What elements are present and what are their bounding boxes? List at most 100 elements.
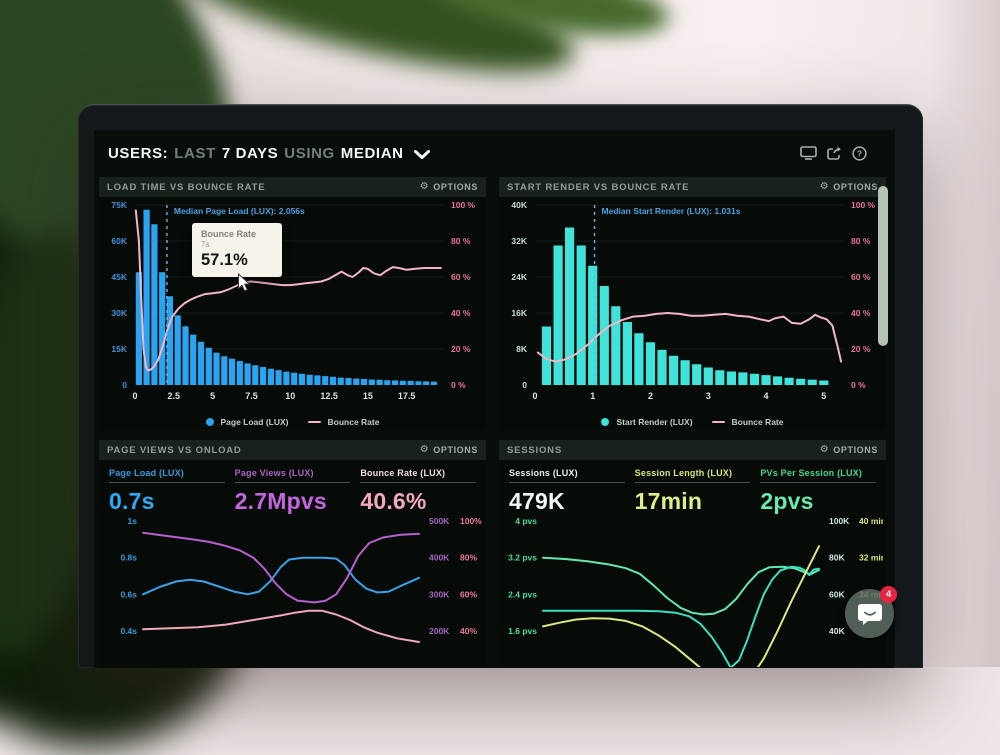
- tick-label: 0 %: [451, 380, 466, 390]
- share-icon[interactable]: [827, 146, 842, 160]
- tick-label: 8K: [516, 344, 528, 354]
- tick-label: 45K: [111, 272, 127, 282]
- bar: [773, 376, 783, 385]
- bar: [174, 315, 181, 385]
- bar: [749, 373, 760, 386]
- bar: [715, 370, 725, 385]
- bar: [197, 341, 205, 385]
- bar: [541, 326, 552, 385]
- tick-label: 40%: [460, 626, 477, 636]
- sessions-chart: 4 pvs 3.2 pvs 2.4 pvs 1.6 pvs 100K 80K 60K 40K 4…: [508, 517, 883, 667]
- laptop: USERS: LAST 7 DAYS USING MEDIAN ? LOAD T…: [78, 104, 923, 668]
- tick-label: 80%: [460, 553, 477, 563]
- scrollbar-thumb[interactable]: [878, 186, 888, 346]
- bar: [726, 371, 736, 385]
- tick-label: 32 min: [859, 553, 883, 563]
- bar: [236, 361, 243, 385]
- tick-label: 20 %: [851, 344, 871, 354]
- x-tick-label: 17.5: [398, 391, 416, 401]
- bar: [329, 376, 337, 385]
- panel-start-render: START RENDER VS BOUNCE RATE ⚙ OPTIONS Me…: [499, 177, 886, 430]
- bar: [260, 367, 267, 385]
- panel-grid: LOAD TIME VS BOUNCE RATE ⚙ OPTIONS Media…: [99, 177, 886, 667]
- bar: [345, 378, 352, 385]
- load-time-chart: Median Page Load (LUX): 2.056s 75K 60K 45K 3…: [111, 200, 475, 401]
- title-users: USERS:: [108, 144, 169, 162]
- dashboard-header: USERS: LAST 7 DAYS USING MEDIAN ?: [94, 130, 895, 176]
- chat-button[interactable]: 4: [845, 586, 897, 638]
- legend-label: Start Render (LUX): [616, 417, 693, 427]
- bounce-rate-line: [134, 209, 442, 372]
- page-title[interactable]: USERS: LAST 7 DAYS USING MEDIAN: [108, 145, 430, 162]
- tick-label: 40K: [511, 200, 527, 210]
- tick-label: 40 min: [859, 517, 883, 526]
- options-button[interactable]: ⚙ OPTIONS: [419, 444, 478, 456]
- tick-label: 0.8s: [120, 553, 137, 563]
- metric-row: Sessions (LUX) 479K Session Length (LUX)…: [499, 460, 886, 517]
- options-button[interactable]: ⚙ OPTIONS: [819, 181, 878, 193]
- bar: [645, 342, 656, 386]
- tick-label: 100%: [460, 517, 482, 526]
- bar: [796, 378, 806, 385]
- tick-label: 60K: [111, 236, 127, 246]
- panel-title: PAGE VIEWS VS ONLOAD: [107, 444, 242, 456]
- bar: [657, 349, 667, 385]
- chevron-down-icon[interactable]: [413, 149, 430, 159]
- metric-page-views: Page Views (LUX) 2.7Mpvs: [234, 468, 351, 515]
- bar: [622, 322, 632, 385]
- start-render-chart: Median Start Render (LUX): 1.031s 40K 32K 2…: [511, 200, 875, 401]
- bar: [291, 372, 298, 385]
- bar: [267, 368, 274, 385]
- chat-bubble-icon: [857, 603, 882, 625]
- tick-label: 32K: [511, 236, 527, 246]
- tick-label: 60 %: [451, 272, 471, 282]
- tick-label: 3.2 pvs: [508, 553, 537, 563]
- options-button[interactable]: ⚙ OPTIONS: [819, 444, 878, 456]
- monitor-icon[interactable]: [800, 146, 817, 160]
- chart-legend: Page Load (LUX) Bounce Rate: [99, 417, 486, 427]
- metric-divider: [760, 482, 877, 483]
- bar: [611, 306, 621, 386]
- x-tick-label: 3: [706, 391, 711, 401]
- legend-line-swatch: [711, 420, 725, 424]
- bar: [761, 375, 771, 385]
- bar: [151, 224, 158, 385]
- bar: [360, 379, 368, 385]
- tick-label: 60K: [829, 589, 845, 599]
- bar: [314, 375, 321, 385]
- bar: [182, 326, 189, 385]
- tick-label: 80 %: [851, 236, 871, 246]
- bar: [399, 380, 406, 385]
- bar: [275, 370, 282, 385]
- tick-label: 400K: [429, 553, 450, 563]
- tick-label: 200K: [429, 626, 450, 636]
- tick-label: 0.4s: [120, 626, 137, 636]
- legend-label: Bounce Rate: [327, 417, 380, 427]
- tick-label: 40 %: [851, 308, 871, 318]
- tick-label: 4 pvs: [515, 517, 537, 526]
- gear-icon: ⚙: [419, 444, 430, 455]
- metric-page-load: Page Load (LUX) 0.7s: [109, 468, 225, 515]
- page-views-line: [142, 531, 420, 604]
- help-icon[interactable]: ?: [852, 145, 867, 161]
- bar: [306, 374, 313, 385]
- bar: [392, 380, 399, 385]
- x-tick-label: 2: [648, 391, 653, 401]
- panel-title: SESSIONS: [507, 444, 562, 456]
- bar: [283, 371, 290, 385]
- bar: [669, 355, 679, 386]
- bounce-rate-tooltip: Bounce Rate 7s 57.1%: [192, 223, 282, 277]
- x-tick-label: 10: [285, 391, 295, 401]
- options-button[interactable]: ⚙ OPTIONS: [419, 181, 478, 193]
- x-tick-label: 4: [763, 391, 768, 401]
- legend-dot: [205, 418, 214, 426]
- sessions-line: [542, 565, 820, 667]
- metric-session-length: Session Length (LUX) 17min: [634, 468, 751, 515]
- tick-label: 500K: [429, 517, 450, 526]
- metric-divider: [360, 482, 477, 483]
- mouse-cursor: [238, 273, 251, 292]
- tick-label: 60 %: [851, 272, 871, 282]
- bar: [634, 333, 644, 386]
- chart-legend: Start Render (LUX) Bounce Rate: [499, 417, 886, 427]
- median-label: Median Page Load (LUX): 2.056s: [174, 206, 305, 216]
